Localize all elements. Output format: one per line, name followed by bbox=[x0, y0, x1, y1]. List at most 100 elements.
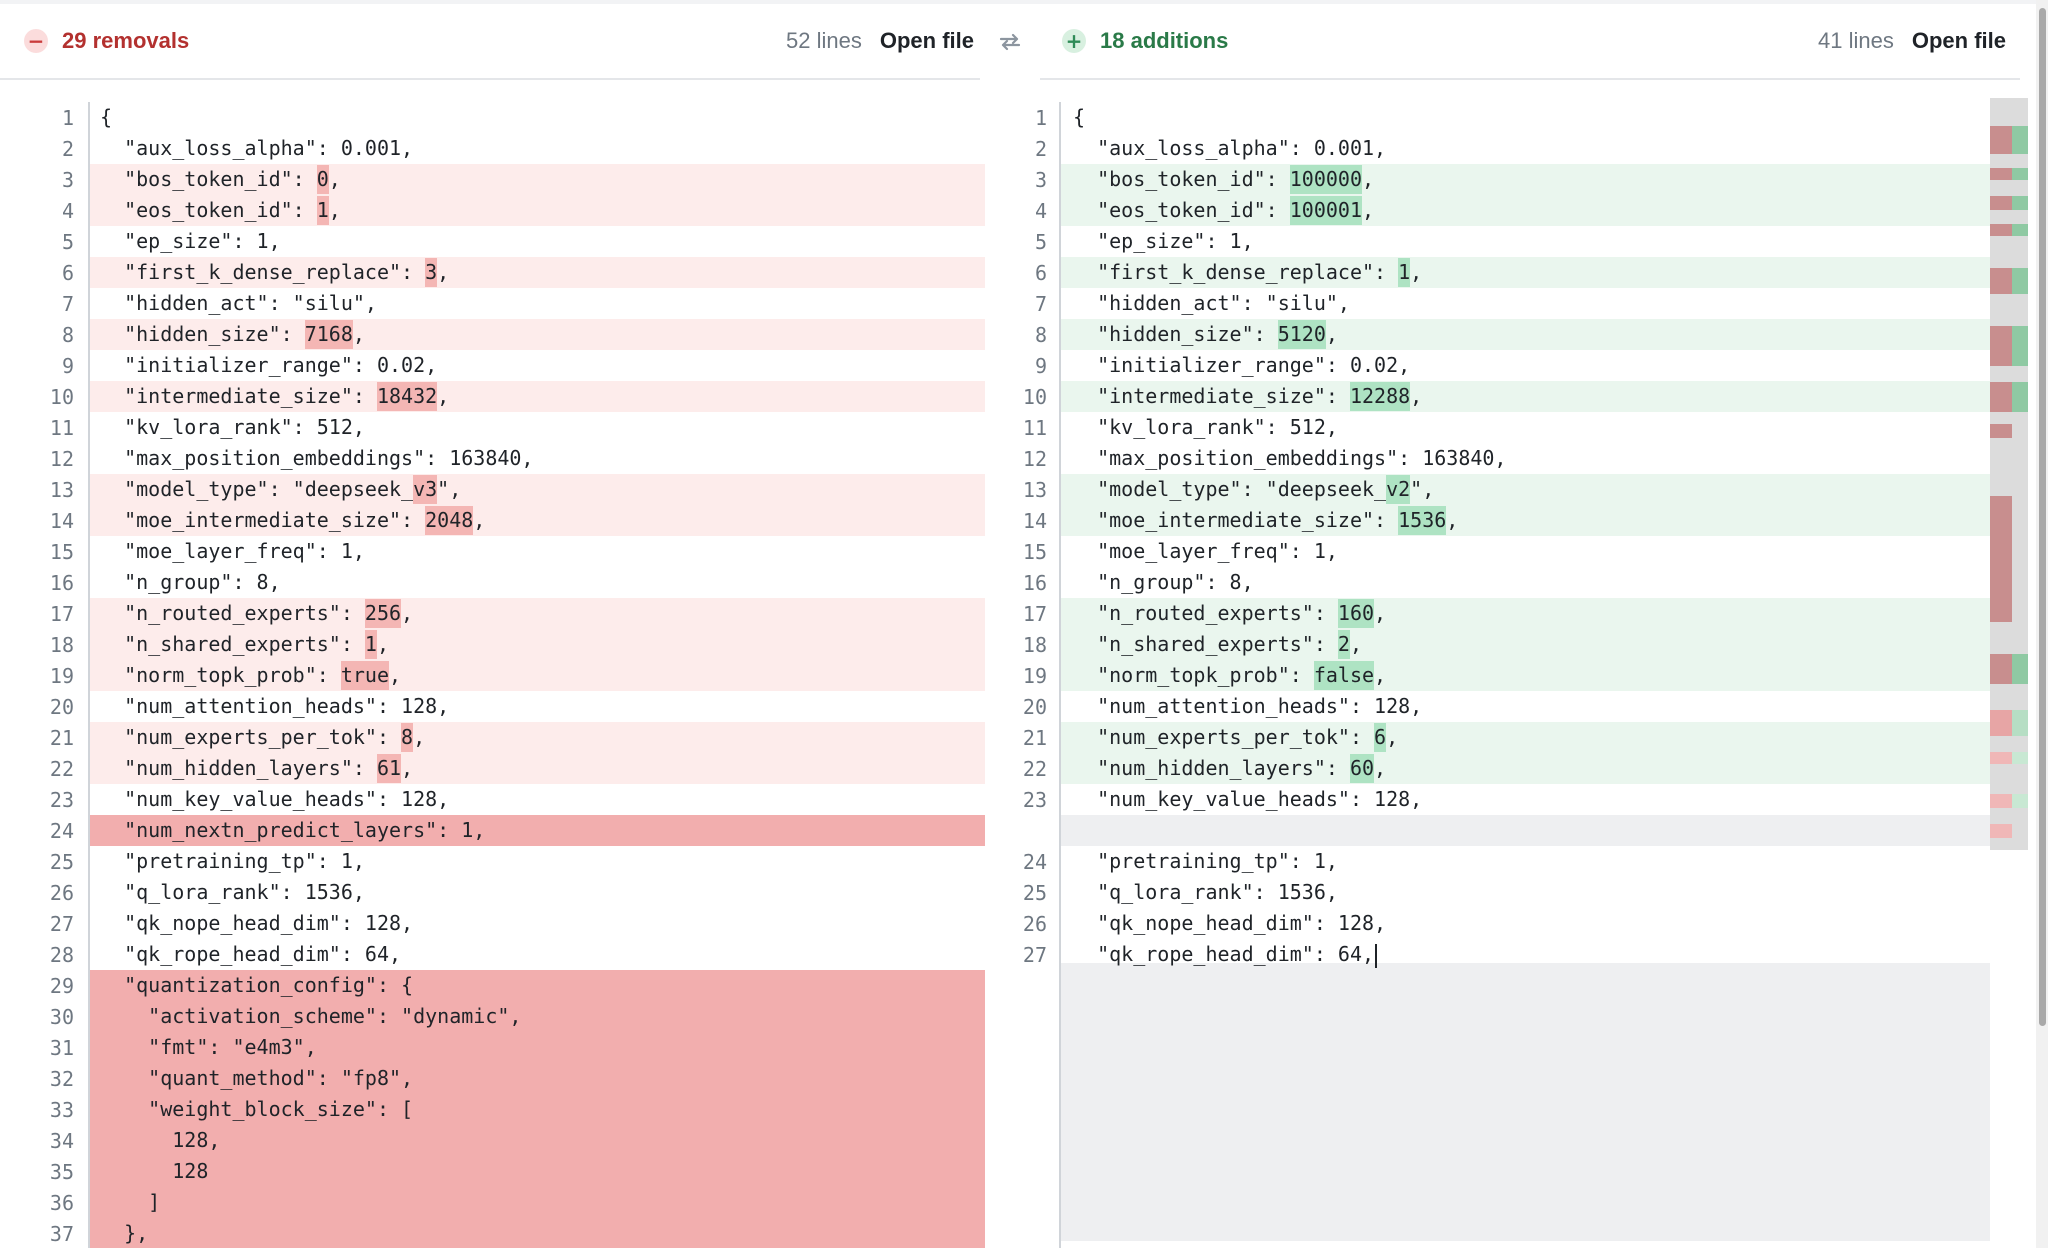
code-text: { bbox=[100, 105, 113, 129]
modified-file-pane[interactable]: 1{2 "aux_loss_alpha": 0.001, 3 "bos_token… bbox=[1010, 102, 1990, 1248]
code-line[interactable]: 11 "kv_lora_rank": 512, bbox=[0, 412, 985, 443]
code-line[interactable]: 4 "eos_token_id": 1, bbox=[0, 195, 985, 226]
code-line[interactable]: 8 "hidden_size": 7168, bbox=[0, 319, 985, 350]
swap-arrows-icon[interactable] bbox=[996, 28, 1024, 56]
line-content: "aux_loss_alpha": 0.001, bbox=[88, 133, 985, 164]
code-line[interactable]: 24 "num_nextn_predict_layers": 1, bbox=[0, 815, 985, 846]
line-number: 7 bbox=[61, 291, 74, 316]
code-line[interactable]: 5 "ep_size": 1, bbox=[1010, 226, 1990, 257]
code-text: "eos_token_id": bbox=[1073, 198, 1290, 222]
code-line[interactable]: 2 "aux_loss_alpha": 0.001, bbox=[1010, 133, 1990, 164]
code-line[interactable]: 22 "num_hidden_layers": 60, bbox=[1010, 753, 1990, 784]
code-line[interactable]: 6 "first_k_dense_replace": 1, bbox=[1010, 257, 1990, 288]
code-line[interactable]: 9 "initializer_range": 0.02, bbox=[1010, 350, 1990, 381]
code-line[interactable]: 16 "n_group": 8, bbox=[0, 567, 985, 598]
line-number: 34 bbox=[49, 1128, 74, 1153]
code-line[interactable]: 3 "bos_token_id": 0, bbox=[0, 164, 985, 195]
code-line[interactable] bbox=[1010, 815, 1990, 846]
code-line[interactable]: 37 }, bbox=[0, 1218, 985, 1248]
open-file-right-button[interactable]: Open file bbox=[1911, 28, 2006, 53]
code-line[interactable]: 5 "ep_size": 1, bbox=[0, 226, 985, 257]
code-line[interactable]: 15 "moe_layer_freq": 1, bbox=[0, 536, 985, 567]
code-line[interactable]: 35 128 bbox=[0, 1156, 985, 1187]
code-line[interactable]: 20 "num_attention_heads": 128, bbox=[1010, 691, 1990, 722]
code-line[interactable]: 14 "moe_intermediate_size": 2048, bbox=[0, 505, 985, 536]
right-empty-area bbox=[1060, 963, 1990, 1241]
code-line[interactable]: 14 "moe_intermediate_size": 1536, bbox=[1010, 505, 1990, 536]
code-line[interactable]: 21 "num_experts_per_tok": 6, bbox=[1010, 722, 1990, 753]
left-header-divider bbox=[0, 78, 980, 80]
code-line[interactable]: 18 "n_shared_experts": 2, bbox=[1010, 629, 1990, 660]
code-line[interactable]: 12 "max_position_embeddings": 163840, bbox=[0, 443, 985, 474]
code-line[interactable]: 11 "kv_lora_rank": 512, bbox=[1010, 412, 1990, 443]
code-line[interactable]: 6 "first_k_dense_replace": 3, bbox=[0, 257, 985, 288]
code-text: "bos_token_id": bbox=[100, 167, 317, 191]
code-line[interactable]: 16 "n_group": 8, bbox=[1010, 567, 1990, 598]
code-line[interactable]: 36 ] bbox=[0, 1187, 985, 1218]
line-content: "norm_topk_prob": true, bbox=[88, 660, 985, 691]
changed-token: 8 bbox=[401, 723, 414, 752]
code-line[interactable]: 18 "n_shared_experts": 1, bbox=[0, 629, 985, 660]
minus-circle-icon: − bbox=[24, 29, 48, 53]
code-line[interactable]: 17 "n_routed_experts": 256, bbox=[0, 598, 985, 629]
code-line[interactable]: 27 "qk_rope_head_dim": 64, bbox=[1010, 939, 1990, 970]
changed-token: 256 bbox=[364, 599, 402, 628]
code-line[interactable]: 32 "quant_method": "fp8", bbox=[0, 1063, 985, 1094]
line-number: 16 bbox=[1022, 570, 1047, 595]
code-line[interactable]: 17 "n_routed_experts": 160, bbox=[1010, 598, 1990, 629]
code-line[interactable]: 23 "num_key_value_heads": 128, bbox=[0, 784, 985, 815]
code-line[interactable]: 22 "num_hidden_layers": 61, bbox=[0, 753, 985, 784]
code-line[interactable]: 24 "pretraining_tp": 1, bbox=[1010, 846, 1990, 877]
line-number: 26 bbox=[1022, 911, 1047, 936]
changed-token: 60 bbox=[1349, 754, 1375, 783]
diff-minimap[interactable] bbox=[1990, 98, 2028, 850]
code-line[interactable]: 25 "q_lora_rank": 1536, bbox=[1010, 877, 1990, 908]
code-line[interactable]: 26 "q_lora_rank": 1536, bbox=[0, 877, 985, 908]
vertical-scrollbar-thumb[interactable] bbox=[2039, 8, 2046, 1026]
code-line[interactable]: 10 "intermediate_size": 18432, bbox=[0, 381, 985, 412]
code-text: "quant_method": "fp8", bbox=[100, 1066, 414, 1090]
code-line[interactable]: 10 "intermediate_size": 12288, bbox=[1010, 381, 1990, 412]
code-line[interactable]: 29 "quantization_config": { bbox=[0, 970, 985, 1001]
code-line[interactable]: 21 "num_experts_per_tok": 8, bbox=[0, 722, 985, 753]
code-text: , bbox=[1446, 508, 1459, 532]
code-line[interactable]: 2 "aux_loss_alpha": 0.001, bbox=[0, 133, 985, 164]
line-number: 22 bbox=[49, 756, 74, 781]
code-line[interactable]: 19 "norm_topk_prob": true, bbox=[0, 660, 985, 691]
code-line[interactable]: 25 "pretraining_tp": 1, bbox=[0, 846, 985, 877]
code-line[interactable]: 23 "num_key_value_heads": 128, bbox=[1010, 784, 1990, 815]
code-line[interactable]: 28 "qk_rope_head_dim": 64, bbox=[0, 939, 985, 970]
code-line[interactable]: 19 "norm_topk_prob": false, bbox=[1010, 660, 1990, 691]
code-line[interactable]: 30 "activation_scheme": "dynamic", bbox=[0, 1001, 985, 1032]
code-line[interactable]: 26 "qk_nope_head_dim": 128, bbox=[1010, 908, 1990, 939]
code-text: "hidden_act": "silu", bbox=[100, 291, 377, 315]
code-line[interactable]: 4 "eos_token_id": 100001, bbox=[1010, 195, 1990, 226]
code-line[interactable]: 20 "num_attention_heads": 128, bbox=[0, 691, 985, 722]
code-line[interactable]: 12 "max_position_embeddings": 163840, bbox=[1010, 443, 1990, 474]
code-line[interactable]: 9 "initializer_range": 0.02, bbox=[0, 350, 985, 381]
code-line[interactable]: 31 "fmt": "e4m3", bbox=[0, 1032, 985, 1063]
code-line[interactable]: 13 "model_type": "deepseek_v3", bbox=[0, 474, 985, 505]
code-text: "max_position_embeddings": 163840, bbox=[100, 446, 534, 470]
original-file-pane[interactable]: 1{2 "aux_loss_alpha": 0.001, 3 "bos_token… bbox=[0, 102, 985, 1248]
code-line[interactable]: 8 "hidden_size": 5120, bbox=[1010, 319, 1990, 350]
code-line[interactable]: 1{ bbox=[1010, 102, 1990, 133]
plus-circle-icon: + bbox=[1062, 29, 1086, 53]
line-content: "n_shared_experts": 1, bbox=[88, 629, 985, 660]
code-line[interactable]: 7 "hidden_act": "silu", bbox=[0, 288, 985, 319]
code-line[interactable]: 7 "hidden_act": "silu", bbox=[1010, 288, 1990, 319]
changed-token: 160 bbox=[1337, 599, 1375, 628]
code-line[interactable]: 13 "model_type": "deepseek_v2", bbox=[1010, 474, 1990, 505]
line-number: 22 bbox=[1022, 756, 1047, 781]
additions-header: + 18 additions 41 lines Open file bbox=[1062, 14, 2006, 68]
code-text: "activation_scheme": "dynamic", bbox=[100, 1004, 522, 1028]
code-line[interactable]: 1{ bbox=[0, 102, 985, 133]
code-line[interactable]: 33 "weight_block_size": [ bbox=[0, 1094, 985, 1125]
code-text: ] bbox=[100, 1190, 161, 1214]
code-line[interactable]: 15 "moe_layer_freq": 1, bbox=[1010, 536, 1990, 567]
code-line[interactable]: 3 "bos_token_id": 100000, bbox=[1010, 164, 1990, 195]
code-line[interactable]: 34 128, bbox=[0, 1125, 985, 1156]
code-text: , bbox=[1374, 663, 1387, 687]
open-file-left-button[interactable]: Open file bbox=[879, 28, 974, 53]
code-line[interactable]: 27 "qk_nope_head_dim": 128, bbox=[0, 908, 985, 939]
